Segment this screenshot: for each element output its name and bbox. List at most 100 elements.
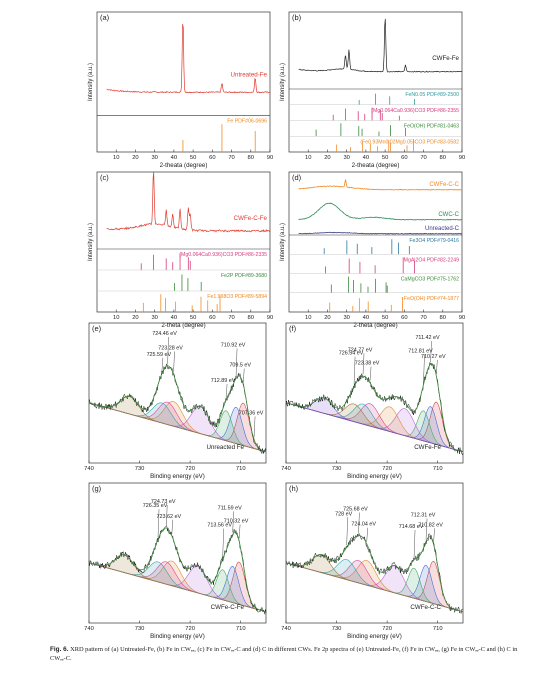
- plot-frame: [96, 171, 271, 313]
- peak-annotation: 714.68 eV: [399, 524, 424, 530]
- xps-raw-line: [88, 525, 267, 615]
- x-tick-label: 70: [228, 155, 234, 161]
- series-label: CWFe-Fe: [432, 55, 459, 62]
- x-tick-label: 10: [305, 155, 311, 161]
- x-tick-label: 710: [236, 466, 246, 472]
- plot-frame: [285, 482, 464, 624]
- x-axis-label: Binding energy (eV): [347, 633, 402, 640]
- peak-annotation: 726.35 eV: [143, 503, 168, 509]
- x-tick-label: 720: [382, 466, 392, 472]
- reference-label: MgAl2O4 PDF#82-2249: [404, 257, 459, 263]
- series-label: Untreated-Fe: [231, 71, 268, 78]
- panel-label: (a): [100, 13, 110, 22]
- x-tick-label: 730: [332, 626, 342, 632]
- peak-annotation: 712.31 eV: [411, 512, 436, 518]
- xps-panel-f: 740 730 720 710 Binding energy (eV) (f) 710.27…: [281, 322, 464, 480]
- reference-label: FeO(OH) PDF#74-1877: [404, 296, 459, 302]
- series-label: CWFe-C-Fe: [234, 215, 268, 222]
- xrd-pattern-line: [298, 231, 463, 235]
- x-tick-label: 90: [459, 315, 465, 321]
- panel-label: (f): [289, 324, 297, 333]
- xrd-panel-c: 10 20 30 40 50 60 70 80 90 2-theta (degree) (c) Int…: [88, 171, 273, 329]
- y-axis-label: Intensity (a.u.): [88, 223, 94, 261]
- sample-label: CWFe-Fe: [414, 444, 441, 451]
- peak-annotation: 710.92 eV: [221, 342, 246, 348]
- xps-envelope-line: [285, 363, 464, 453]
- plot-frame: [285, 322, 464, 464]
- panel-label: (e): [92, 324, 102, 333]
- x-tick-label: 710: [433, 466, 443, 472]
- x-tick-label: 10: [305, 315, 311, 321]
- y-axis-label: Intensity (a.u.): [280, 63, 286, 101]
- y-axis-label: Intensity (a.u.): [88, 63, 94, 101]
- peak-annotation: 710.27 eV: [421, 354, 446, 360]
- xps-envelope-line: [88, 527, 267, 613]
- x-tick-label: 60: [401, 315, 407, 321]
- x-tick-label: 730: [135, 626, 145, 632]
- annotation-leader: [369, 366, 372, 381]
- x-tick-label: 80: [248, 315, 254, 321]
- reference-label: FeO(OH) PDF#81-0463: [404, 124, 459, 130]
- x-tick-label: 730: [332, 466, 342, 472]
- peak-annotation: 712.81 eV: [408, 349, 433, 355]
- peak-annotation: 710.82 eV: [418, 522, 443, 528]
- x-tick-label: 10: [113, 155, 119, 161]
- x-tick-label: 70: [420, 315, 426, 321]
- peak-annotation: 710.32 eV: [224, 519, 249, 525]
- annotation-leader: [366, 527, 368, 542]
- annotation-leader: [358, 512, 360, 534]
- reference-label: Fe2P PDF#89-3680: [221, 273, 267, 279]
- annotation-leader: [346, 517, 348, 546]
- x-tick-label: 10: [113, 315, 119, 321]
- x-axis-label: Binding energy (eV): [347, 473, 402, 480]
- series-label: CWFe-C-C: [429, 182, 459, 188]
- x-tick-label: 710: [433, 626, 443, 632]
- sample-label: Unreacted Fe: [207, 444, 245, 451]
- panel-label: (d): [292, 173, 302, 182]
- annotation-leader: [413, 529, 416, 559]
- annotation-leader: [238, 524, 241, 539]
- x-tick-label: 30: [151, 155, 157, 161]
- x-tick-label: 740: [84, 626, 94, 632]
- xrd-pattern-line: [298, 18, 462, 73]
- x-tick-label: 740: [84, 466, 94, 472]
- peak-annotation: 723.28 eV: [158, 345, 183, 351]
- panel-label: (h): [289, 484, 299, 493]
- peak-annotation: 723.38 eV: [355, 361, 380, 367]
- x-tick-label: 80: [440, 155, 446, 161]
- panel-label: (g): [92, 484, 102, 493]
- x-tick-label: 80: [440, 315, 446, 321]
- x-tick-label: 60: [401, 155, 407, 161]
- x-tick-label: 50: [190, 155, 196, 161]
- annotation-leader: [425, 518, 428, 540]
- xrd-panel-b: 10 20 30 40 50 60 70 80 90 2-theata (degree) (b) In…: [280, 11, 465, 169]
- x-tick-label: 40: [171, 315, 177, 321]
- annotation-leader: [167, 336, 169, 364]
- peak-annotation: 709.5 eV: [229, 363, 251, 369]
- panel-label: (b): [292, 13, 302, 22]
- x-axis-label: 2-theta (degree): [353, 322, 397, 329]
- panel-label: (c): [100, 173, 109, 182]
- y-axis-label: Intensity (a.u.): [280, 223, 286, 261]
- x-tick-label: 740: [281, 466, 291, 472]
- peak-annotation: 724.77 eV: [348, 347, 373, 353]
- x-tick-label: 730: [135, 466, 145, 472]
- xps-envelope-line: [285, 535, 464, 613]
- reference-label: (Mg0.064Ca0.936)CO3 PDF#86-2355: [371, 108, 459, 114]
- x-tick-label: 20: [324, 155, 330, 161]
- reference-label: Fe3O4 PDF#79-0416: [409, 238, 459, 244]
- annotation-leader: [222, 528, 224, 557]
- annotation-leader: [157, 509, 160, 538]
- annotation-leader: [225, 384, 228, 399]
- x-tick-label: 60: [209, 315, 215, 321]
- annotation-leader: [430, 340, 432, 363]
- x-tick-label: 40: [363, 155, 369, 161]
- annotation-leader: [423, 354, 425, 383]
- x-tick-label: 70: [420, 155, 426, 161]
- x-tick-label: 20: [324, 315, 330, 321]
- x-axis-label: Binding energy (eV): [150, 473, 205, 480]
- x-tick-label: 720: [382, 626, 392, 632]
- reference-label: (Mg0.064Ca0.936)CO3 PDF#86-2335: [179, 252, 267, 258]
- peak-annotation: 724.73 eV: [151, 499, 176, 505]
- x-tick-label: 50: [382, 155, 388, 161]
